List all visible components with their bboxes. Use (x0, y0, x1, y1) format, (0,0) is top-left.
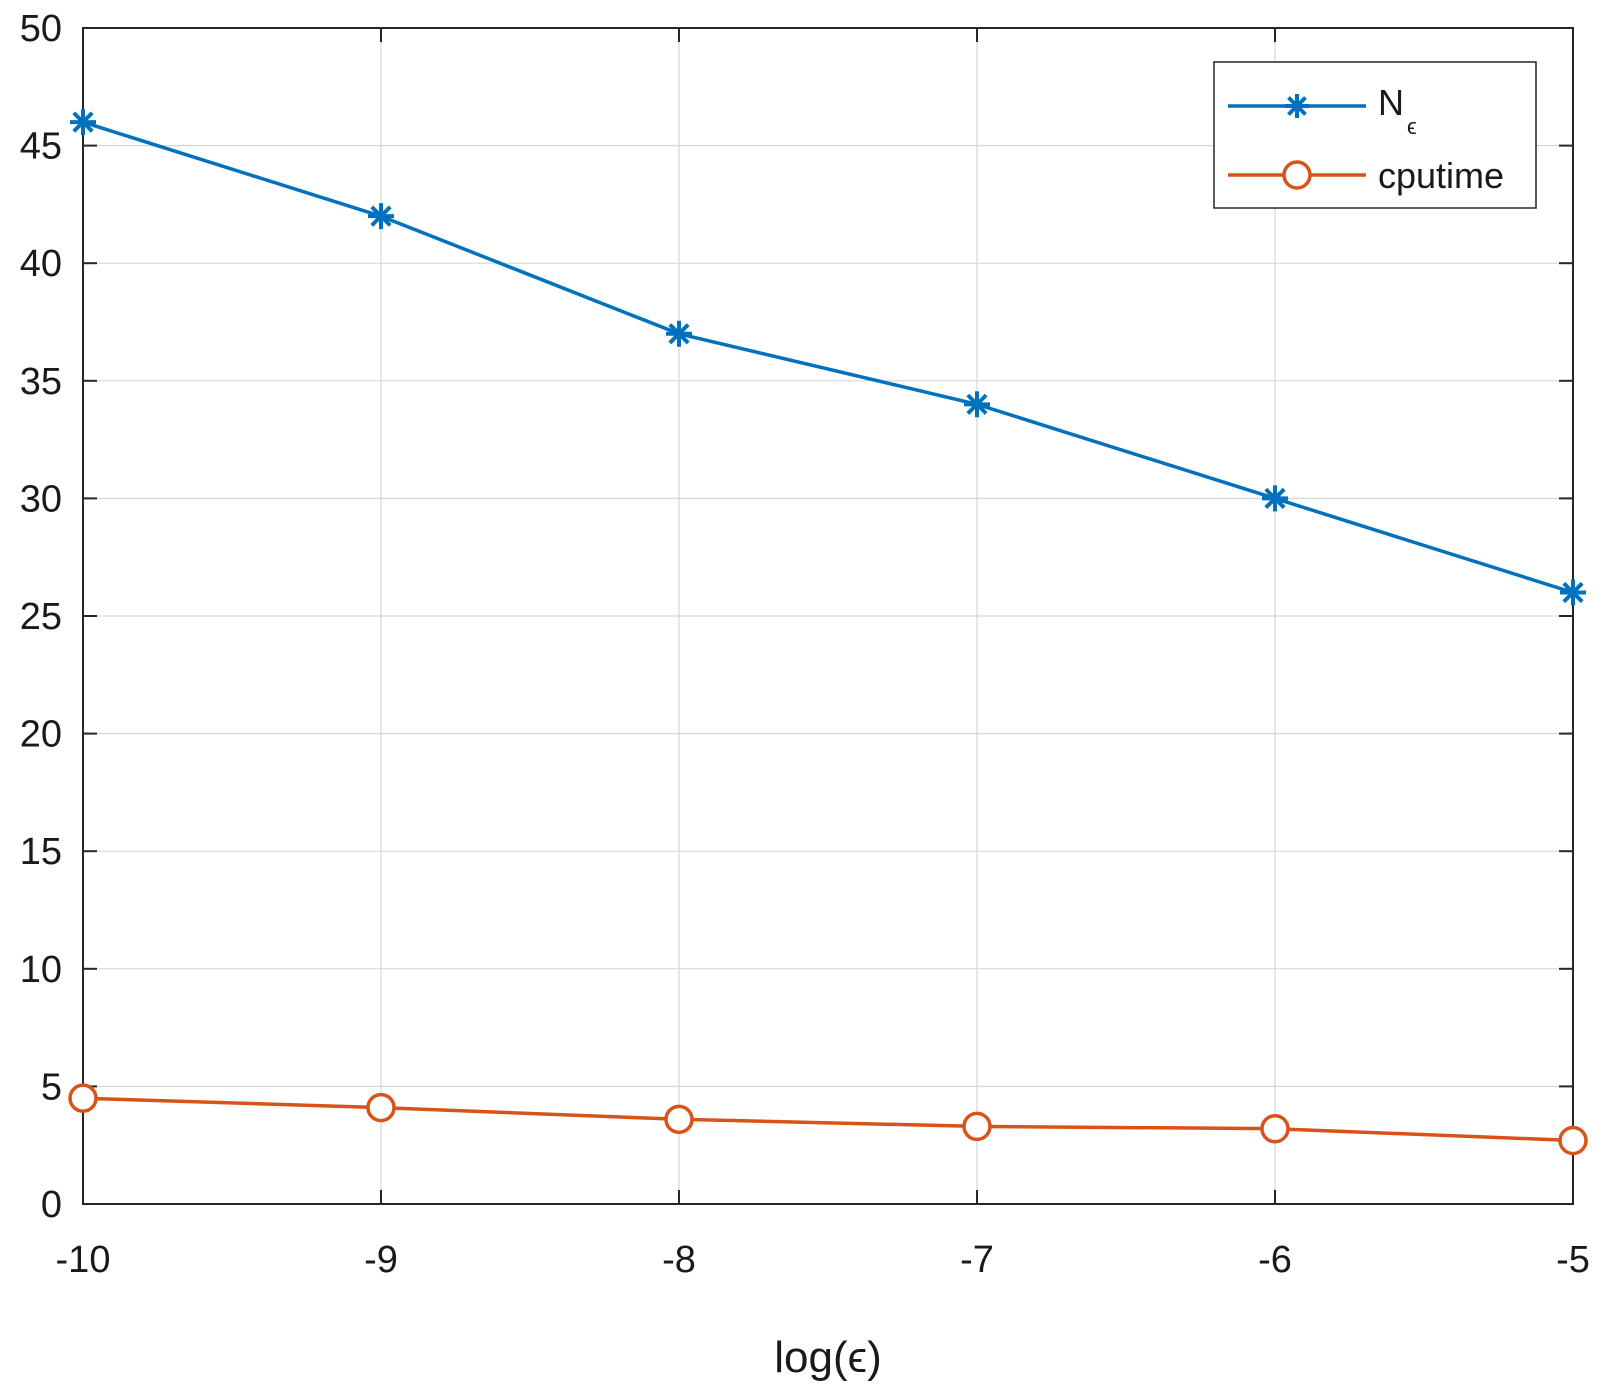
y-tick-label: 15 (20, 831, 62, 873)
legend-label-series-2: cputime (1378, 155, 1504, 196)
series-1 (70, 109, 1586, 606)
data-point-asterisk[interactable] (1560, 579, 1586, 606)
data-point-circle[interactable] (1260, 1113, 1290, 1144)
asterisk-stroke (668, 323, 690, 345)
data-point-circle[interactable] (962, 1111, 992, 1142)
x-tick-label: -7 (960, 1239, 994, 1281)
data-point-circle[interactable] (68, 1083, 98, 1113)
y-tick-label: 40 (20, 243, 62, 285)
legend[interactable]: N ϵ cputime (1213, 61, 1537, 209)
series-group (68, 109, 1588, 1156)
data-point-circle[interactable] (366, 1092, 396, 1123)
y-tick-label: 35 (20, 361, 62, 403)
x-tick-label: -6 (1258, 1239, 1292, 1281)
y-tick-label: 30 (20, 478, 62, 520)
x-tick-label: -10 (56, 1239, 111, 1281)
asterisk-stroke (966, 393, 988, 415)
y-tick-label: 0 (41, 1184, 62, 1226)
legend-label-series-1: N (1378, 82, 1404, 123)
y-tick-label: 25 (20, 596, 62, 638)
asterisk-stroke (370, 205, 392, 227)
y-tick-label: 10 (20, 949, 62, 991)
data-point-asterisk[interactable] (368, 203, 394, 230)
x-axis-title: log(ϵ) (774, 1333, 881, 1382)
x-tick-label: -5 (1556, 1239, 1590, 1281)
grid-lines (82, 27, 1574, 1205)
legend-box (1213, 61, 1537, 209)
series-2-line (82, 1096, 1574, 1143)
series-2 (68, 1083, 1588, 1156)
data-point-asterisk[interactable] (666, 320, 692, 347)
legend-circle-icon (1282, 160, 1312, 190)
data-point-asterisk[interactable] (1262, 485, 1288, 512)
series-1-line (82, 120, 1574, 595)
y-tick-label: 50 (20, 8, 62, 50)
y-tick-label: 45 (20, 126, 62, 168)
data-point-asterisk[interactable] (70, 109, 96, 136)
asterisk-stroke (1264, 487, 1286, 510)
y-tick-label: 5 (41, 1066, 62, 1108)
legend-subscript-series-1: ϵ (1407, 114, 1417, 139)
x-tick-label: -9 (364, 1239, 398, 1281)
data-point-asterisk[interactable] (964, 391, 990, 418)
axis-ticks: -10 -9 -8 -7 -6 -5 0 5 10 15 20 25 30 35 40 45 50 (20, 8, 1590, 1281)
x-tick-label: -8 (662, 1239, 696, 1281)
data-point-circle[interactable] (664, 1104, 694, 1135)
asterisk-stroke (1562, 581, 1584, 604)
y-tick-label: 20 (20, 714, 62, 756)
data-point-circle[interactable] (1558, 1125, 1588, 1156)
asterisk-stroke (72, 111, 94, 133)
legend-asterisk-icon (1285, 94, 1309, 118)
